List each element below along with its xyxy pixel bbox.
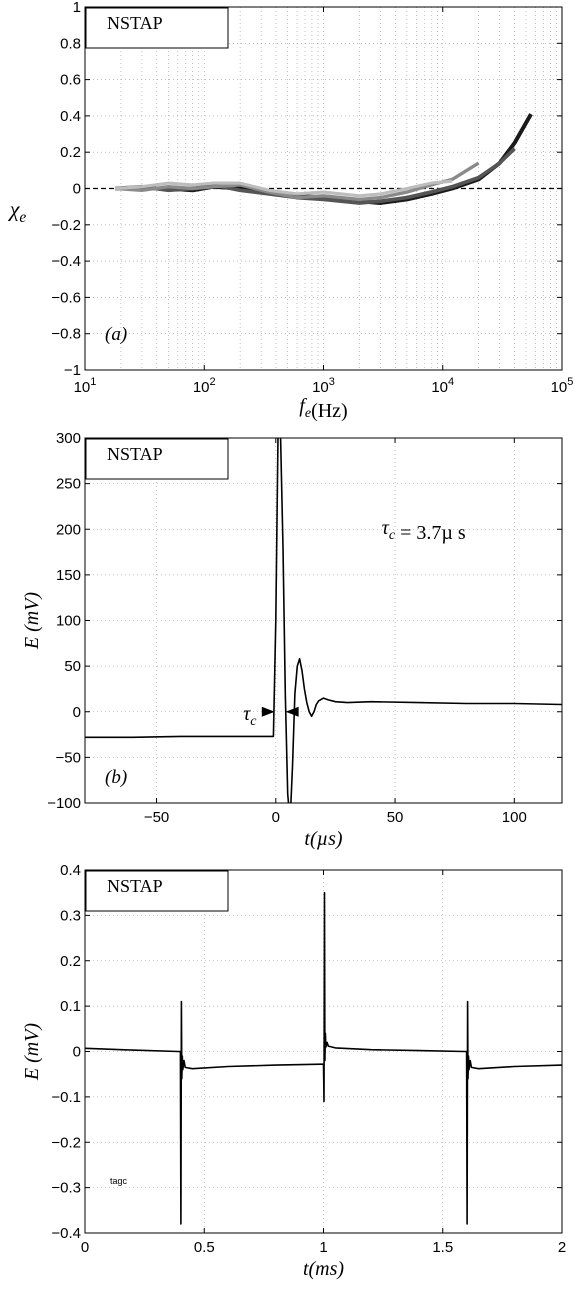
chart-panel-a: 101 102 103 104 105 −1 −0.8 −0.6 −0.4 −0.2 0 0.2 0.4… bbox=[8, 0, 574, 422]
x-tick-label: 103 bbox=[312, 376, 335, 396]
panel-label: (b) bbox=[105, 767, 127, 788]
tau-arrow-left bbox=[261, 706, 275, 717]
grid-lines bbox=[85, 437, 562, 804]
y-axis-label: E (mV) bbox=[21, 1023, 43, 1082]
y-tick-label: 300 bbox=[56, 430, 81, 447]
y-axis-label: E (mV) bbox=[21, 592, 43, 651]
y-tick-label: 0.4 bbox=[60, 862, 81, 879]
time-constant-annotation: τc = 3.7µ s bbox=[382, 517, 466, 544]
x-tick-label: 101 bbox=[74, 376, 97, 396]
x-axis-label: t(µs) bbox=[304, 828, 343, 850]
y-tick-label: −0.8 bbox=[51, 326, 81, 343]
plot-background bbox=[85, 438, 562, 803]
legend-box: NSTAP bbox=[85, 438, 229, 480]
grid-lines bbox=[85, 6, 562, 371]
legend-text: NSTAP bbox=[107, 13, 163, 33]
legend-frame bbox=[85, 870, 229, 912]
x-tick-label: 105 bbox=[551, 376, 574, 396]
y-tick-label: 0.2 bbox=[60, 144, 81, 161]
y-tick-label: −0.4 bbox=[51, 1225, 81, 1242]
y-tick-label: 0.2 bbox=[60, 953, 81, 970]
x-tick-label: 100 bbox=[502, 809, 527, 826]
y-tick-label: −0.1 bbox=[51, 1089, 81, 1106]
legend-frame bbox=[85, 7, 229, 49]
x-tick-label: 0 bbox=[272, 809, 280, 826]
y-axis-label: χe bbox=[8, 197, 27, 227]
y-tick-label: 1 bbox=[73, 0, 81, 16]
panel-label: (a) bbox=[105, 324, 127, 345]
y-tick-label: −0.3 bbox=[51, 1180, 81, 1197]
x-tick-label: 2 bbox=[558, 1239, 566, 1256]
y-tick-label: −0.4 bbox=[51, 253, 81, 270]
legend-box: NSTAP bbox=[85, 7, 229, 49]
series-line-3 bbox=[115, 161, 480, 202]
y-tick-label: −1 bbox=[64, 362, 81, 379]
y-tick-label: 0.4 bbox=[60, 108, 81, 125]
y-tick-label: 50 bbox=[64, 658, 81, 675]
y-tick-label: −50 bbox=[56, 749, 81, 766]
y-tick-label: 0 bbox=[73, 704, 81, 721]
x-tick-label: 0 bbox=[81, 1239, 89, 1256]
legend-text: NSTAP bbox=[107, 876, 163, 896]
series-line-4 bbox=[115, 179, 453, 198]
x-tick-label: 1 bbox=[319, 1239, 327, 1256]
x-axis-label: t(ms) bbox=[303, 1258, 344, 1280]
y-tick-label: 0.1 bbox=[60, 998, 81, 1015]
x-tick-label: −50 bbox=[144, 809, 169, 826]
x-axis-label: fe(Hz) bbox=[299, 395, 347, 422]
series-line-1 bbox=[85, 438, 562, 803]
y-tick-label: 150 bbox=[56, 567, 81, 584]
y-tick-label: −0.2 bbox=[51, 1134, 81, 1151]
chart-panel-b: −50 0 50 100 −100 −50 0 50 100 150 200 250 300 NSTAP t… bbox=[21, 430, 563, 850]
y-tick-label: 0 bbox=[73, 181, 81, 198]
x-tick-label: 102 bbox=[193, 376, 216, 396]
y-tick-label: 0 bbox=[73, 1044, 81, 1061]
legend-box: NSTAP bbox=[85, 870, 229, 912]
legend-frame bbox=[85, 438, 229, 480]
y-tick-label: 0.3 bbox=[60, 907, 81, 924]
tau-arrow-right bbox=[285, 706, 299, 717]
y-tick-label: −0.2 bbox=[51, 217, 81, 234]
x-tick-label: 1.5 bbox=[432, 1239, 453, 1256]
chart-panel-c: 0 0.5 1 1.5 2 −0.4 −0.3 −0.2 −0.1 0 0.1 0.2 0.3 0.4 NS… bbox=[21, 862, 566, 1280]
legend-text: NSTAP bbox=[107, 444, 163, 464]
tau-marker: τc bbox=[243, 703, 299, 729]
y-tick-label: −100 bbox=[47, 795, 81, 812]
y-tick-label: 0.6 bbox=[60, 72, 81, 89]
tau-label: τc bbox=[243, 703, 257, 729]
y-tick-label: 200 bbox=[56, 521, 81, 538]
x-tick-label: 50 bbox=[387, 809, 404, 826]
y-tick-label: −0.6 bbox=[51, 289, 81, 306]
series-line-1 bbox=[85, 891, 562, 1225]
y-tick-label: 0.8 bbox=[60, 35, 81, 52]
small-label: tagc bbox=[110, 1176, 128, 1186]
x-tick-label: 0.5 bbox=[194, 1239, 215, 1256]
y-tick-label: 100 bbox=[56, 613, 81, 630]
y-tick-label: 250 bbox=[56, 476, 81, 493]
x-tick-label: 104 bbox=[431, 376, 454, 396]
